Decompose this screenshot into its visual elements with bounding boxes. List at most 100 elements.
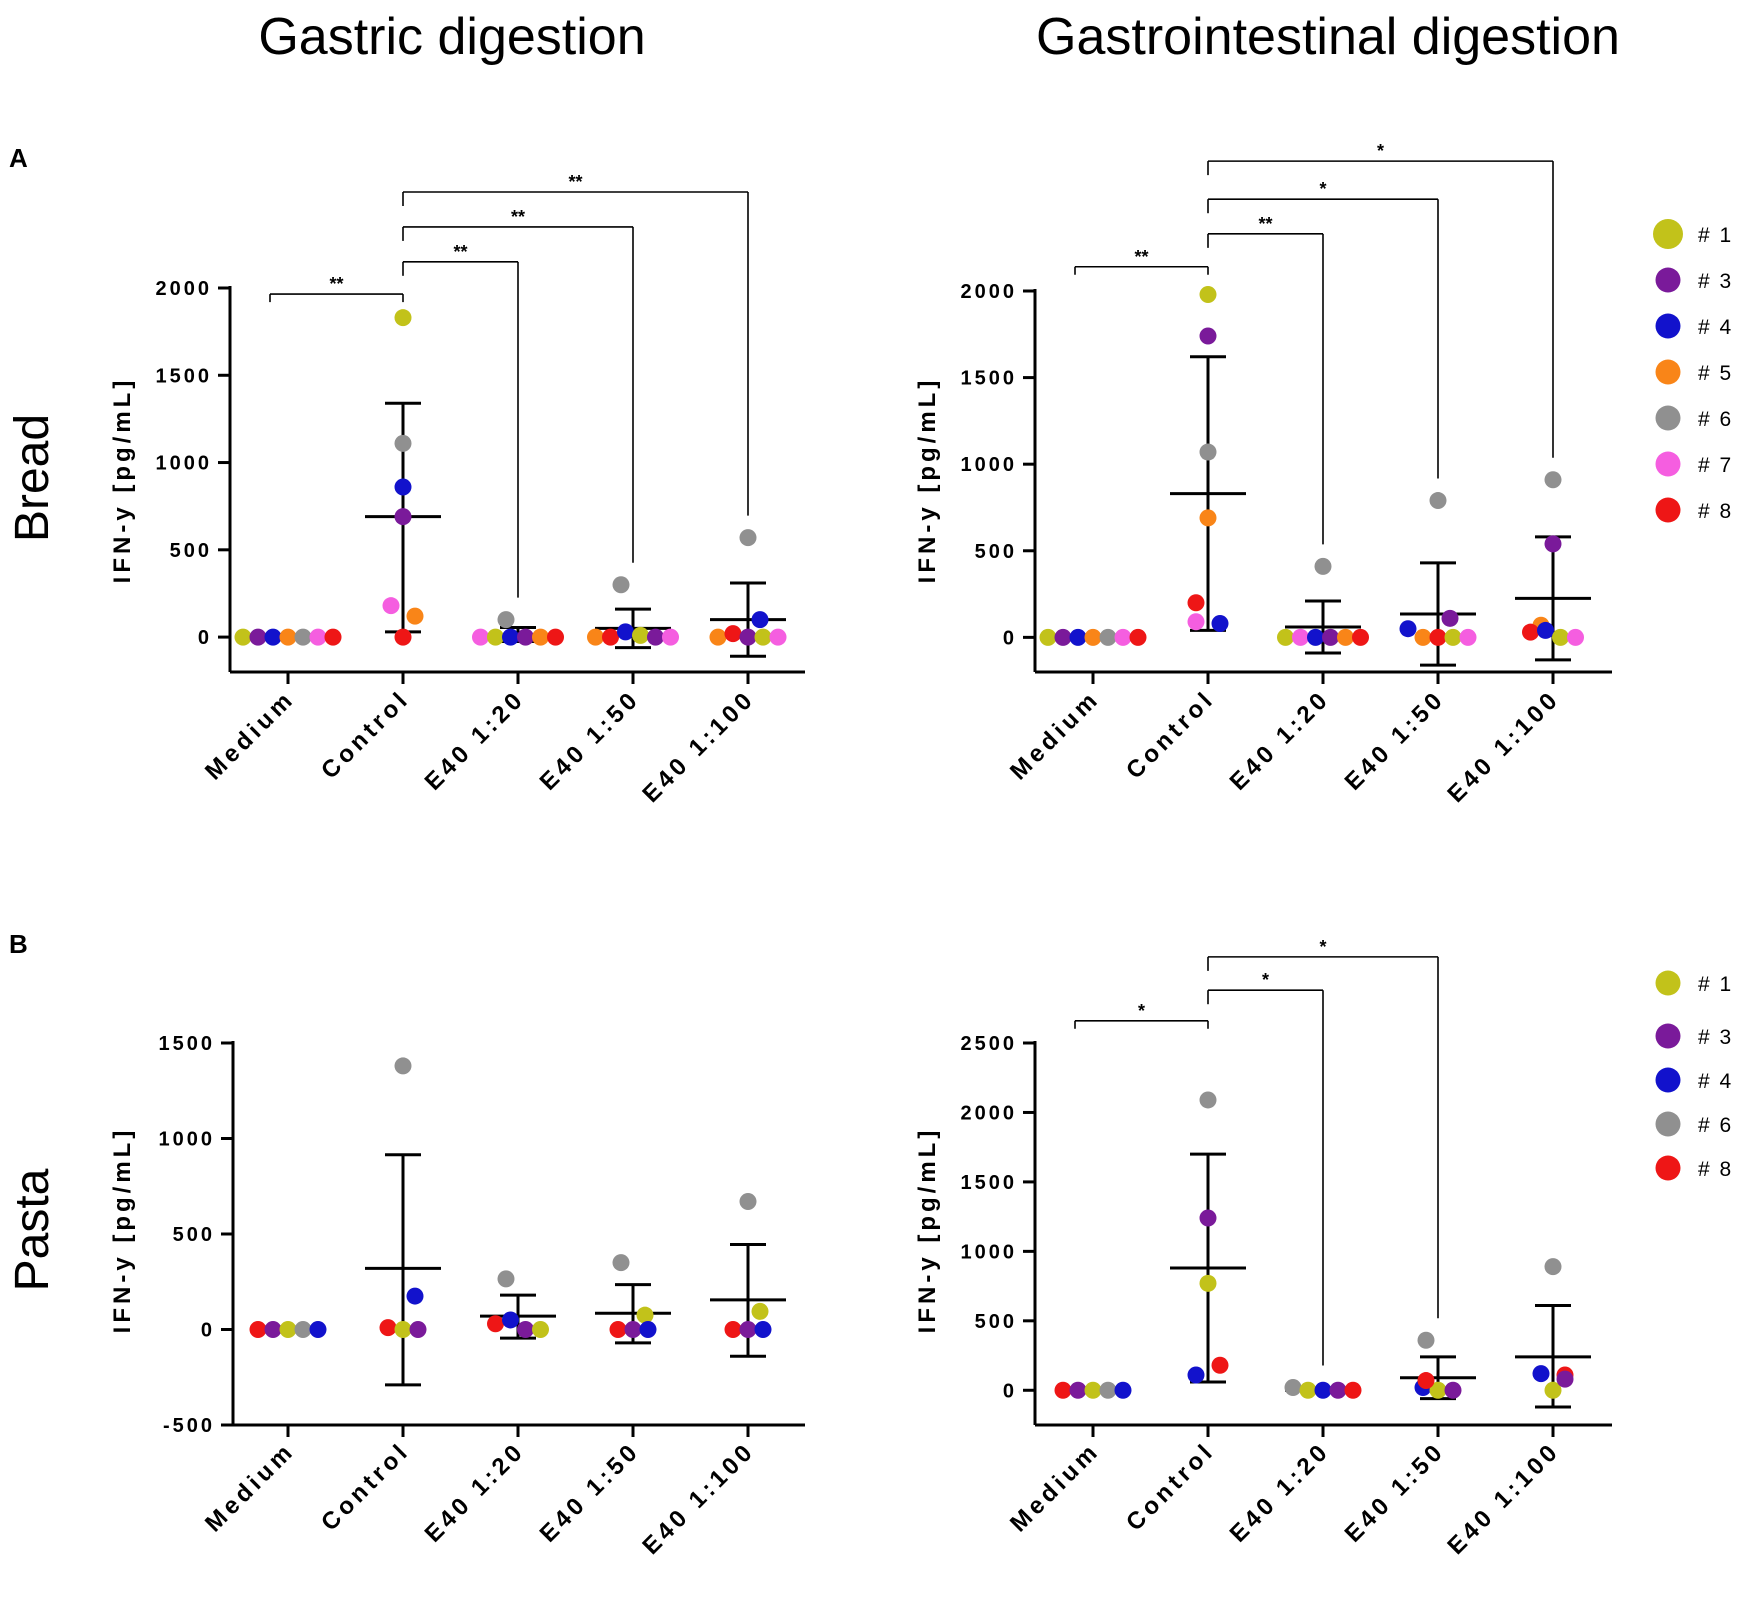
data-point: [587, 628, 604, 646]
row-title-bread: Bread: [6, 414, 59, 542]
data-point: [612, 576, 630, 594]
panel-letter-a: A: [9, 143, 28, 173]
data-point: [609, 1321, 627, 1338]
panel-letter-b: B: [9, 929, 28, 959]
data-point: [394, 1057, 412, 1075]
x-category-label: E40 1:20: [1225, 685, 1336, 796]
x-category-label: E40 1:100: [1442, 685, 1565, 808]
y-tick-label: 0: [198, 627, 212, 649]
data-point: [487, 628, 504, 646]
legend-label: # 6: [1698, 1114, 1733, 1137]
data-point: [1199, 285, 1217, 303]
x-category-label: Control: [316, 685, 415, 784]
x-category-label: E40 1:50: [535, 1437, 646, 1548]
data-point: [394, 478, 412, 496]
data-point: [632, 626, 649, 644]
y-tick-label: 1500: [961, 368, 1018, 390]
data-point: [1314, 1381, 1332, 1399]
data-point: [1444, 628, 1462, 646]
data-point: [1429, 628, 1447, 646]
y-tick-label: 1000: [961, 1241, 1018, 1263]
y-tick-label: 1500: [156, 365, 213, 387]
x-category-label: E40 1:100: [637, 1437, 760, 1560]
data-point: [1199, 1091, 1217, 1109]
significance-label: *: [1319, 937, 1326, 957]
data-point: [1054, 1381, 1072, 1399]
data-point: [1329, 1381, 1347, 1399]
legend-label: # 1: [1698, 224, 1733, 247]
legend-marker: [1655, 497, 1681, 523]
y-axis-title: IFN-y [pg/mL]: [914, 377, 941, 584]
y-tick-label: 1000: [961, 454, 1018, 476]
x-category-label: E40 1:100: [1442, 1437, 1565, 1560]
data-point: [532, 1321, 549, 1338]
legend-label: # 8: [1698, 500, 1733, 523]
x-category-label: Medium: [200, 685, 300, 785]
data-point: [1544, 1381, 1562, 1399]
y-tick-label: 2000: [961, 281, 1018, 303]
x-category-label: E40 1:20: [420, 685, 531, 796]
data-point: [394, 1321, 412, 1338]
data-point: [739, 1193, 757, 1211]
data-point: [751, 1302, 769, 1320]
legend-label: # 4: [1698, 1070, 1733, 1093]
data-point: [249, 1321, 267, 1338]
data-point: [487, 1315, 504, 1333]
data-point: [406, 607, 424, 625]
data-point: [739, 628, 757, 646]
legend-label: # 6: [1698, 408, 1733, 431]
x-category-label: E40 1:50: [1340, 685, 1451, 796]
legend-marker: [1655, 1111, 1681, 1137]
data-point: [602, 628, 619, 646]
x-category-label: Medium: [1005, 1437, 1105, 1537]
x-category-label: E40 1:100: [637, 685, 760, 808]
data-point: [739, 529, 757, 547]
data-point: [1084, 1381, 1102, 1399]
data-point: [1187, 1366, 1205, 1384]
legend-marker: [1655, 970, 1681, 996]
x-category-label: Medium: [1005, 685, 1105, 785]
significance-label: **: [329, 274, 343, 294]
significance-label: *: [1138, 1001, 1145, 1021]
y-tick-label: 0: [201, 1320, 215, 1342]
data-point: [502, 1311, 519, 1329]
x-category-label: Control: [1121, 1437, 1220, 1536]
data-point: [394, 508, 412, 526]
data-point: [1567, 628, 1584, 646]
significance-label: *: [1377, 141, 1384, 161]
legend-marker: [1655, 1023, 1681, 1049]
y-tick-label: 2000: [961, 1102, 1018, 1124]
data-point: [1099, 628, 1117, 646]
legend-label: # 7: [1698, 454, 1733, 477]
data-point: [1344, 1381, 1362, 1399]
data-point: [1211, 1356, 1229, 1374]
data-point: [1544, 1258, 1562, 1276]
data-point: [279, 628, 297, 646]
data-point: [1417, 1331, 1435, 1349]
data-point: [1187, 613, 1205, 631]
data-point: [1441, 609, 1459, 627]
data-point: [1187, 594, 1205, 612]
data-point: [1417, 1372, 1435, 1390]
data-point: [234, 628, 252, 646]
data-point: [497, 1270, 515, 1288]
data-point: [709, 628, 727, 646]
data-point: [406, 1287, 424, 1305]
data-point: [497, 611, 515, 629]
y-tick-label: 2000: [156, 278, 213, 300]
x-category-label: E40 1:50: [1340, 1437, 1451, 1548]
data-point: [1522, 623, 1539, 641]
data-point: [1459, 628, 1477, 646]
data-point: [1337, 628, 1354, 646]
data-point: [1199, 1274, 1217, 1292]
data-point: [1414, 628, 1432, 646]
data-point: [639, 1321, 657, 1338]
chart-bread-gastric: 0 500 1000 1500 2000 IFN-y [pg/mL] Medium Contr…: [109, 172, 805, 808]
data-point: [754, 628, 772, 646]
data-point: [1556, 1370, 1574, 1388]
legend-marker: [1655, 267, 1681, 293]
data-point: [1544, 471, 1562, 489]
y-tick-label: 2500: [961, 1033, 1018, 1055]
data-point: [1307, 628, 1324, 646]
